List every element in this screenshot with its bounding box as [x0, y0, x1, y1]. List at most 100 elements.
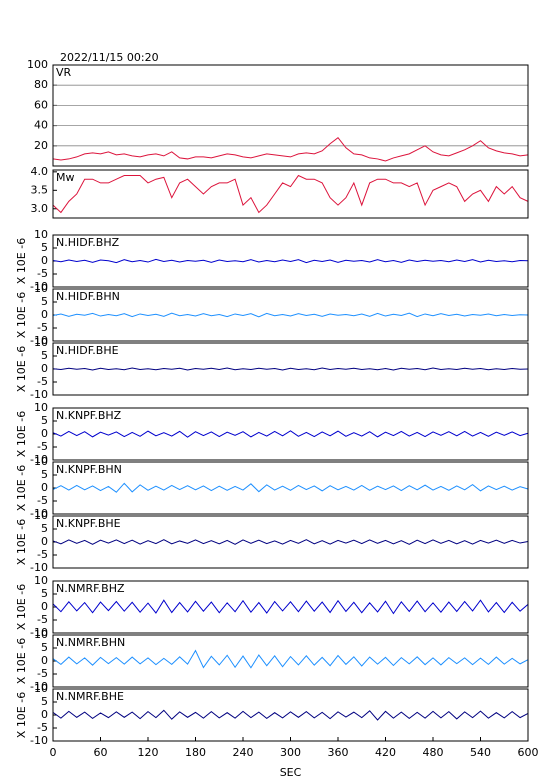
x-tick-label: 480 — [423, 746, 444, 759]
panel-label: N.HIDF.BHZ — [56, 236, 120, 249]
y-axis-label: X 10E -6 — [15, 411, 28, 457]
y-tick-label: 10 — [34, 509, 48, 522]
y-tick-label: -5 — [37, 267, 48, 280]
y-tick-label: -10 — [30, 388, 48, 401]
y-axis-label: X 10E -6 — [15, 692, 28, 738]
panel-label: N.NMRF.BHN — [56, 636, 125, 649]
y-tick-label: -10 — [30, 734, 48, 747]
trace — [52, 482, 529, 493]
y-tick-label: 10 — [34, 455, 48, 468]
panel-frame — [52, 580, 529, 634]
y-tick-label: 10 — [34, 682, 48, 695]
x-tick-label: 180 — [185, 746, 206, 759]
y-tick-label: 0 — [41, 481, 48, 494]
y-tick-label: -10 — [30, 561, 48, 574]
x-axis-label: SEC — [280, 766, 302, 779]
y-tick-label: -5 — [37, 494, 48, 507]
y-tick-label: 10 — [34, 574, 48, 587]
panel-frame — [52, 288, 529, 342]
trace — [52, 258, 529, 264]
panel-frame — [52, 234, 529, 288]
panel-frame — [52, 688, 529, 742]
trace — [52, 312, 529, 318]
y-tick-label: -5 — [37, 375, 48, 388]
y-tick-label: 5 — [41, 241, 48, 254]
trace — [52, 174, 529, 214]
panel-frame — [52, 634, 529, 688]
x-tick-label: 540 — [470, 746, 491, 759]
y-tick-label: 0 — [41, 308, 48, 321]
y-axis-label: X 10E -6 — [15, 238, 28, 284]
trace — [52, 137, 529, 162]
y-tick-label: -10 — [30, 334, 48, 347]
y-tick-label: -5 — [37, 548, 48, 561]
y-tick-label: 0 — [41, 535, 48, 548]
y-tick-label: 10 — [34, 228, 48, 241]
panel-label: N.NMRF.BHZ — [56, 582, 125, 595]
y-tick-label: 5 — [41, 414, 48, 427]
chart-title: 2022/11/15 00:20 — [60, 51, 159, 64]
y-tick-label: 40 — [34, 119, 48, 132]
panel-frame — [52, 342, 529, 396]
panel-frame — [52, 64, 529, 167]
y-tick-label: -5 — [37, 440, 48, 453]
panel-label: N.KNPF.BHE — [56, 517, 121, 530]
x-tick-label: 420 — [375, 746, 396, 759]
x-tick-label: 360 — [328, 746, 349, 759]
y-axis-label: X 10E -6 — [15, 638, 28, 684]
y-tick-label: 5 — [41, 587, 48, 600]
x-tick-label: 240 — [233, 746, 254, 759]
y-tick-label: -5 — [37, 667, 48, 680]
y-tick-label: 10 — [34, 336, 48, 349]
y-tick-label: 5 — [41, 695, 48, 708]
trace — [52, 367, 529, 371]
panel-label: Mw — [56, 171, 75, 184]
y-tick-label: -10 — [30, 453, 48, 466]
y-tick-label: 0 — [41, 600, 48, 613]
panel-frame — [52, 169, 529, 219]
y-tick-label: -10 — [30, 680, 48, 693]
y-tick-label: 10 — [34, 401, 48, 414]
y-tick-label: 0 — [41, 254, 48, 267]
panel-frame — [52, 461, 529, 515]
y-axis-label: X 10E -6 — [15, 292, 28, 338]
y-tick-label: 100 — [27, 58, 48, 71]
trace — [52, 430, 529, 438]
trace — [52, 599, 529, 615]
x-tick-label: 300 — [280, 746, 301, 759]
y-axis-label: X 10E -6 — [15, 519, 28, 565]
panel-label: N.KNPF.BHN — [56, 463, 122, 476]
y-tick-label: 0 — [41, 654, 48, 667]
trace — [52, 709, 529, 721]
y-tick-label: 20 — [34, 139, 48, 152]
trace — [52, 539, 529, 545]
y-tick-label: 5 — [41, 522, 48, 535]
y-tick-label: -10 — [30, 507, 48, 520]
panel-label: N.KNPF.BHZ — [56, 409, 122, 422]
y-tick-label: 5 — [41, 468, 48, 481]
y-tick-label: 3.5 — [31, 183, 49, 196]
y-tick-label: 5 — [41, 349, 48, 362]
trace — [52, 649, 529, 669]
x-tick-label: 120 — [138, 746, 159, 759]
y-tick-label: -5 — [37, 721, 48, 734]
x-tick-label: 600 — [518, 746, 539, 759]
y-tick-label: 60 — [34, 98, 48, 111]
y-tick-label: -10 — [30, 280, 48, 293]
y-axis-label: X 10E -6 — [15, 346, 28, 392]
y-tick-label: 10 — [34, 628, 48, 641]
y-tick-label: 0 — [41, 362, 48, 375]
panel-frame — [52, 407, 529, 461]
y-tick-label: -10 — [30, 626, 48, 639]
y-tick-label: 0 — [41, 427, 48, 440]
y-tick-label: -5 — [37, 613, 48, 626]
y-tick-label: 5 — [41, 641, 48, 654]
panel-label: N.HIDF.BHE — [56, 344, 119, 357]
y-tick-label: -5 — [37, 321, 48, 334]
y-tick-label: 4.0 — [31, 165, 49, 178]
y-tick-label: 3.0 — [31, 202, 49, 215]
panel-frame — [52, 515, 529, 569]
y-tick-label: 10 — [34, 282, 48, 295]
x-tick-label: 60 — [94, 746, 108, 759]
